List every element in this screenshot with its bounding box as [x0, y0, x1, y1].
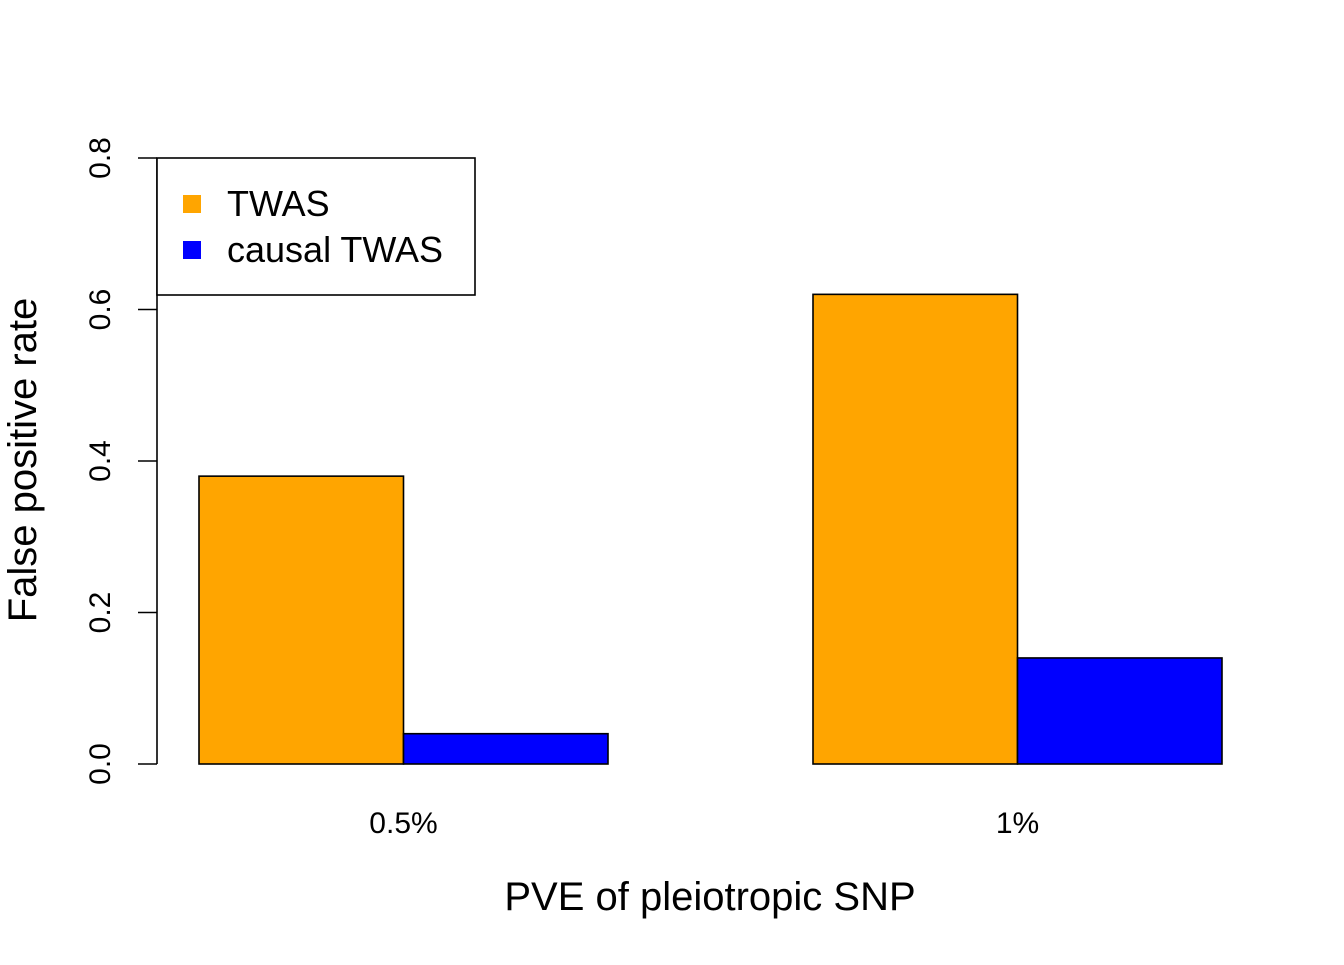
y-tick-label: 0.8 — [84, 137, 117, 179]
bar-causal-twas-0 — [402, 732, 609, 765]
legend: TWAS causal TWAS — [156, 157, 476, 296]
y-axis-title: False positive rate — [1, 298, 45, 623]
y-tick-label: 0.2 — [84, 592, 117, 634]
legend-swatch — [183, 241, 201, 259]
y-tick-label: 0.0 — [84, 743, 117, 785]
legend-label: TWAS — [227, 183, 330, 224]
legend-box — [156, 157, 476, 296]
legend-label: causal TWAS — [227, 229, 443, 270]
x-axis-labels: 0.5% 1% — [369, 807, 1039, 840]
bar-twas-1 — [812, 293, 1019, 765]
bar-twas-0 — [198, 475, 405, 765]
x-tick-label: 1% — [996, 807, 1039, 840]
bars-group — [198, 293, 1223, 765]
x-tick-label: 0.5% — [369, 807, 437, 840]
y-tick-label: 0.6 — [84, 289, 117, 331]
legend-swatch — [183, 195, 201, 213]
x-axis-title: PVE of pleiotropic SNP — [504, 875, 915, 919]
y-axis: 0.0 0.2 0.4 0.6 0.8 — [84, 137, 158, 785]
bar-causal-twas-1 — [1016, 657, 1223, 765]
y-tick-label: 0.4 — [84, 440, 117, 482]
